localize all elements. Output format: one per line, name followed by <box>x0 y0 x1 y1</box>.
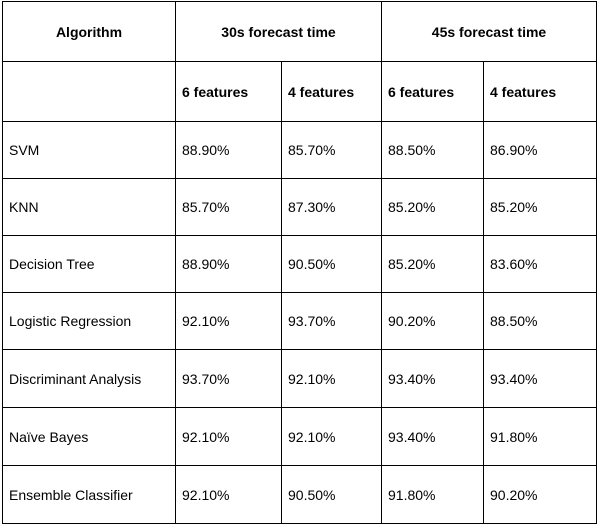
cell-value: 85.20% <box>381 235 484 293</box>
cell-value: 87.30% <box>281 178 382 236</box>
cell-value: 92.10% <box>281 407 382 466</box>
row-algorithm-name: Ensemble Classifier <box>2 465 176 524</box>
cell-value: 88.50% <box>483 292 597 350</box>
header-45s-forecast: 45s forecast time <box>381 1 597 62</box>
cell-value: 92.10% <box>175 407 282 466</box>
header-empty-cell <box>2 61 176 122</box>
row-algorithm-name: SVM <box>2 121 176 179</box>
table-row: Naïve Bayes 92.10% 92.10% 93.40% 91.80% <box>2 407 597 466</box>
header-45s-6-features: 6 features <box>381 61 484 122</box>
cell-value: 83.60% <box>483 235 597 293</box>
table-row: Decision Tree 88.90% 90.50% 85.20% 83.60… <box>2 235 597 293</box>
cell-value: 92.10% <box>281 349 382 408</box>
table-row: Ensemble Classifier 92.10% 90.50% 91.80%… <box>2 465 597 524</box>
header-30s-forecast: 30s forecast time <box>175 1 382 62</box>
cell-value: 92.10% <box>175 292 282 350</box>
header-30s-6-features: 6 features <box>175 61 282 122</box>
cell-value: 92.10% <box>175 465 282 524</box>
header-row-groups: Algorithm 30s forecast time 45s forecast… <box>2 1 597 62</box>
cell-value: 85.70% <box>175 178 282 236</box>
cell-value: 93.70% <box>281 292 382 350</box>
cell-value: 86.90% <box>483 121 597 179</box>
cell-value: 85.20% <box>483 178 597 236</box>
header-30s-4-features: 4 features <box>281 61 382 122</box>
cell-value: 93.40% <box>381 349 484 408</box>
header-45s-4-features: 4 features <box>483 61 597 122</box>
cell-value: 85.70% <box>281 121 382 179</box>
header-row-features: 6 features 4 features 6 features 4 featu… <box>2 61 597 122</box>
cell-value: 90.20% <box>381 292 484 350</box>
cell-value: 88.50% <box>381 121 484 179</box>
results-table: Algorithm 30s forecast time 45s forecast… <box>2 1 597 524</box>
cell-value: 88.90% <box>175 121 282 179</box>
cell-value: 90.20% <box>483 465 597 524</box>
table-row: Logistic Regression 92.10% 93.70% 90.20%… <box>2 292 597 350</box>
header-algorithm: Algorithm <box>2 1 176 62</box>
cell-value: 93.40% <box>483 349 597 408</box>
cell-value: 88.90% <box>175 235 282 293</box>
row-algorithm-name: KNN <box>2 178 176 236</box>
row-algorithm-name: Naïve Bayes <box>2 407 176 466</box>
row-algorithm-name: Discriminant Analysis <box>2 349 176 408</box>
cell-value: 93.70% <box>175 349 282 408</box>
row-algorithm-name: Logistic Regression <box>2 292 176 350</box>
cell-value: 93.40% <box>381 407 484 466</box>
cell-value: 85.20% <box>381 178 484 236</box>
row-algorithm-name: Decision Tree <box>2 235 176 293</box>
table-row: Discriminant Analysis 93.70% 92.10% 93.4… <box>2 349 597 408</box>
cell-value: 90.50% <box>281 235 382 293</box>
cell-value: 91.80% <box>483 407 597 466</box>
cell-value: 91.80% <box>381 465 484 524</box>
cell-value: 90.50% <box>281 465 382 524</box>
table-row: KNN 85.70% 87.30% 85.20% 85.20% <box>2 178 597 236</box>
table-row: SVM 88.90% 85.70% 88.50% 86.90% <box>2 121 597 179</box>
